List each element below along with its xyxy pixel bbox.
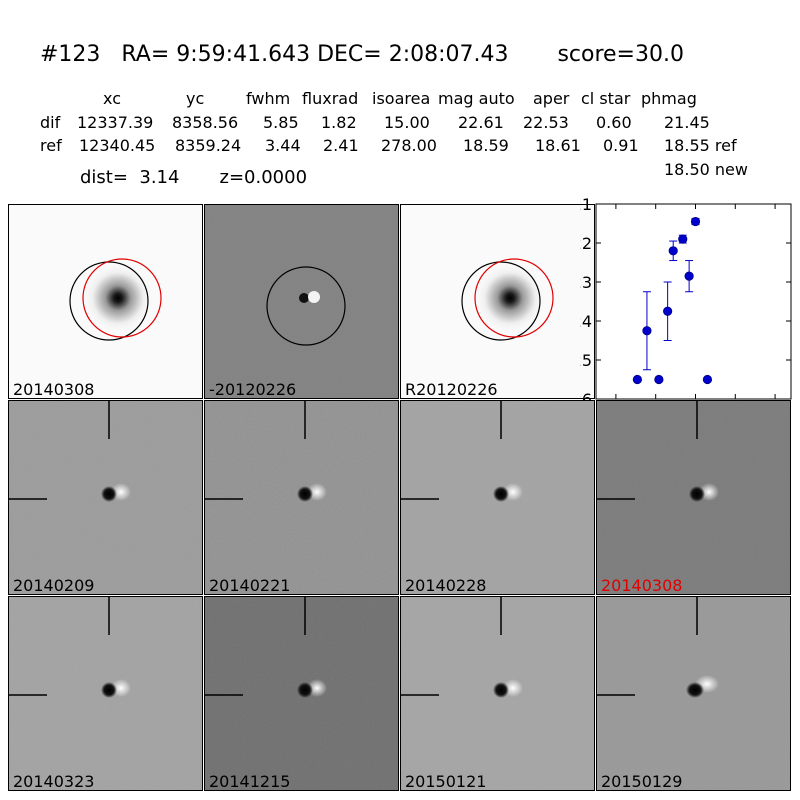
stamp-image xyxy=(401,205,594,398)
stamp-panel-20150121: 20150121 xyxy=(400,596,595,791)
data-point xyxy=(642,326,652,336)
data-point xyxy=(663,306,673,316)
table-cell: 18.55 ref xyxy=(664,136,737,155)
negative-residual xyxy=(297,682,313,698)
column-header-fwhm: fwhm xyxy=(246,89,291,108)
stamp-panel-20140228: 20140228 xyxy=(400,400,595,595)
stamp-panel-20150129: 20150129 xyxy=(596,596,791,791)
table-cell: 18.61 xyxy=(535,136,581,155)
stamp-image xyxy=(401,401,594,594)
stamp-label: 20140323 xyxy=(13,772,95,791)
stamp-image xyxy=(597,597,790,790)
stamp-label: 20140308 xyxy=(601,576,683,595)
negative-residual xyxy=(493,486,509,502)
negative-residual xyxy=(101,486,117,502)
column-header-isoarea: isoarea xyxy=(372,89,431,108)
positive-residual xyxy=(308,291,320,303)
column-header-aper: aper xyxy=(533,89,570,108)
reference-circle xyxy=(461,261,541,341)
star-source xyxy=(82,262,154,334)
detection-circle xyxy=(82,258,162,338)
stamp-label: 20140221 xyxy=(209,576,291,595)
stamp-image xyxy=(205,401,398,594)
table-cell: 12337.39 xyxy=(77,113,154,132)
negative-residual xyxy=(101,682,117,698)
y-tick-label: 22 xyxy=(580,234,592,253)
stamp-panel-20140323: 20140323 xyxy=(8,596,203,791)
table-cell: 15.00 xyxy=(384,113,430,132)
table-cell: 0.91 xyxy=(603,136,639,155)
stamp-image xyxy=(9,401,202,594)
stamp-label: 20141215 xyxy=(209,772,291,791)
table-cell: 8359.24 xyxy=(175,136,242,155)
distance-redshift-line: dist= 3.14 z=0.0000 xyxy=(80,167,308,188)
y-tick-label: 24 xyxy=(580,312,592,331)
stamp-label: 20150129 xyxy=(601,772,683,791)
stamp-label: -20120226 xyxy=(209,380,297,399)
stamp-image xyxy=(9,205,202,398)
data-point xyxy=(690,216,701,227)
stamp-panel-20140308: 20140308 xyxy=(596,400,791,595)
data-point xyxy=(668,246,678,256)
data-point xyxy=(654,374,664,385)
table-cell: 5.85 xyxy=(263,113,299,132)
phmag-new-value: 18.50 new xyxy=(664,160,748,179)
stamp-panel-20140221: 20140221 xyxy=(204,400,399,595)
stamp-label: 20140228 xyxy=(405,576,487,595)
header-title: #123 RA= 9:59:41.643 DEC= 2:08:07.43 sco… xyxy=(40,42,684,67)
stamp-image xyxy=(597,401,790,594)
reference-circle xyxy=(69,261,149,341)
row-label-dif: dif xyxy=(40,113,61,132)
reference-circle xyxy=(266,266,346,346)
negative-residual xyxy=(686,682,704,698)
stamp-panel-20141215: 20141215 xyxy=(204,596,399,791)
detection-circle xyxy=(474,258,554,338)
row-label-ref: ref xyxy=(40,136,62,155)
column-header-fluxrad: fluxrad xyxy=(302,89,359,108)
stamp-image xyxy=(205,597,398,790)
stamp-image xyxy=(401,597,594,790)
negative-residual xyxy=(299,293,309,303)
data-point xyxy=(632,374,642,385)
negative-residual xyxy=(297,486,313,502)
stamp-image xyxy=(205,205,398,398)
column-header-phmag: phmag xyxy=(641,89,697,108)
stamp-label: 20140308 xyxy=(13,380,95,399)
table-cell: 2.41 xyxy=(323,136,359,155)
negative-residual xyxy=(493,682,509,698)
stamp-image xyxy=(9,597,202,790)
table-cell: 22.53 xyxy=(523,113,569,132)
table-cell: 0.60 xyxy=(596,113,632,132)
table-cell: 22.61 xyxy=(458,113,504,132)
negative-residual xyxy=(689,486,705,502)
data-point xyxy=(678,234,688,244)
y-tick-label: 21 xyxy=(580,195,592,214)
stamp-label: 20150121 xyxy=(405,772,487,791)
stamp-panel-difference: -20120226 xyxy=(204,204,399,399)
table-cell: 8358.56 xyxy=(172,113,239,132)
column-header-cl-star: cl star xyxy=(581,89,631,108)
table-cell: 21.45 xyxy=(664,113,710,132)
table-cell: 12340.45 xyxy=(79,136,156,155)
stamp-panel-20140209: 20140209 xyxy=(8,400,203,595)
y-tick-label: 25 xyxy=(580,351,592,370)
light-curve-chart: 212223242526-100-50050100 xyxy=(580,195,792,423)
stamp-panel-new: 20140308 xyxy=(8,204,203,399)
table-cell: 278.00 xyxy=(381,136,437,155)
table-cell: 18.59 xyxy=(463,136,509,155)
data-point xyxy=(702,374,713,385)
column-header-xc: xc xyxy=(103,89,121,108)
stamp-label: 20140209 xyxy=(13,576,95,595)
data-point xyxy=(684,271,694,281)
plot-frame xyxy=(595,203,792,400)
column-header-yc: yc xyxy=(186,89,205,108)
stamp-panel-reference: R20120226 xyxy=(400,204,595,399)
table-cell: 1.82 xyxy=(321,113,357,132)
y-tick-label: 23 xyxy=(580,273,592,292)
column-header-mag-auto: mag auto xyxy=(438,89,515,108)
stamp-label: R20120226 xyxy=(405,380,498,399)
star-source xyxy=(474,262,546,334)
table-cell: 3.44 xyxy=(265,136,301,155)
